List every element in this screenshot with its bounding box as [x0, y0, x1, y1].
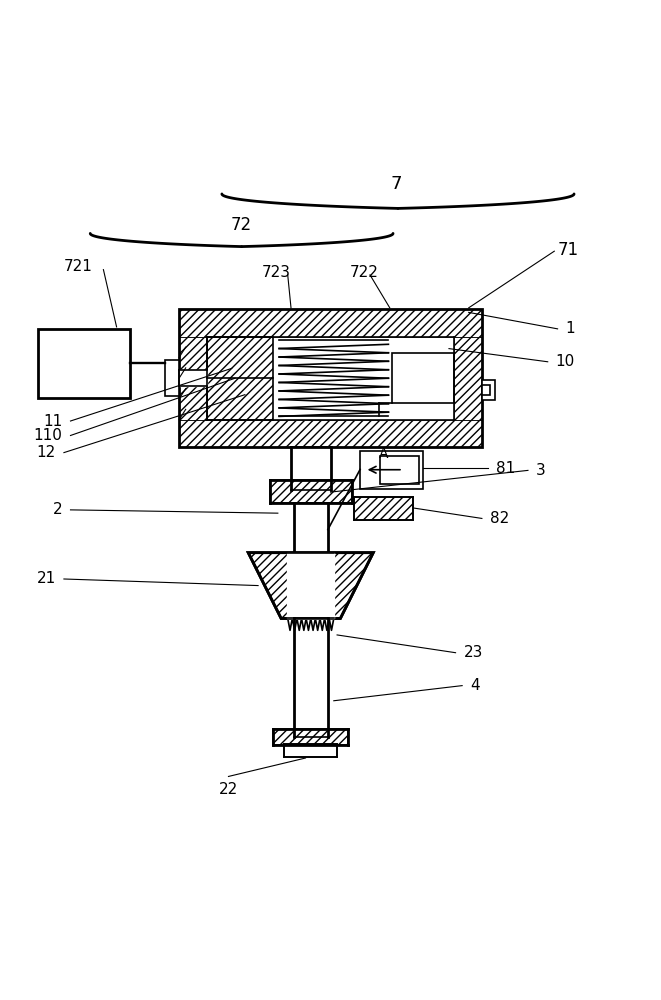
Bar: [380, 456, 419, 484]
Text: 10: 10: [556, 354, 575, 369]
Text: A: A: [379, 447, 389, 461]
Text: 722: 722: [350, 265, 379, 280]
Bar: [179, 420, 482, 447]
Bar: [165, 360, 179, 396]
Text: 3: 3: [536, 463, 545, 478]
Bar: [293, 503, 328, 556]
Bar: [207, 337, 272, 420]
Text: 12: 12: [37, 445, 56, 460]
Bar: [179, 309, 482, 337]
Bar: [179, 309, 482, 447]
Bar: [284, 744, 337, 757]
Bar: [38, 329, 130, 398]
Bar: [360, 451, 422, 489]
Text: 71: 71: [558, 241, 579, 259]
Text: 110: 110: [34, 428, 63, 443]
Text: 1: 1: [565, 321, 575, 336]
Text: 4: 4: [470, 678, 480, 693]
Bar: [291, 447, 330, 490]
Bar: [392, 353, 454, 403]
Bar: [270, 480, 352, 503]
Bar: [454, 337, 482, 420]
Text: 2: 2: [53, 502, 63, 517]
Text: 723: 723: [261, 265, 290, 280]
Text: 11: 11: [44, 414, 63, 429]
Bar: [354, 497, 412, 520]
Bar: [165, 360, 179, 396]
Bar: [179, 337, 207, 420]
Text: 72: 72: [231, 216, 253, 234]
Text: 22: 22: [219, 782, 238, 797]
Text: 721: 721: [64, 259, 93, 274]
Bar: [482, 380, 495, 400]
Text: 81: 81: [496, 461, 516, 476]
Bar: [482, 385, 490, 395]
Text: 21: 21: [37, 571, 56, 586]
Bar: [273, 729, 348, 745]
Text: 7: 7: [391, 175, 402, 193]
Bar: [293, 618, 328, 737]
Text: 23: 23: [463, 645, 483, 660]
Text: 82: 82: [490, 511, 509, 526]
